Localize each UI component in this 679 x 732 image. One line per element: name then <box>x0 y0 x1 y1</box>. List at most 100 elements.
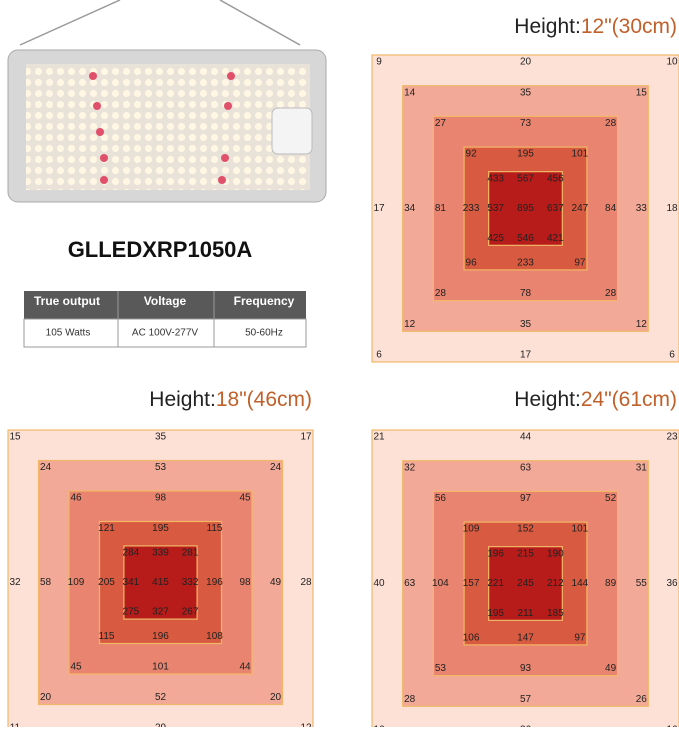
ppfd-value: 34 <box>404 203 416 214</box>
ppfd-value: 24 <box>40 462 52 473</box>
ppfd-value: 12 <box>404 319 416 330</box>
ppfd-value: 195 <box>152 523 169 534</box>
ppfd-value: 29 <box>155 723 167 727</box>
title-height: 18"(46cm) <box>216 388 312 411</box>
ppfd-value: 14 <box>404 87 416 98</box>
ppfd-value: 247 <box>572 203 589 214</box>
ppfd-center: 415 <box>152 577 169 588</box>
ppfd-value: 196 <box>152 631 169 642</box>
ppfd-value: 63 <box>404 578 416 589</box>
ppfd-value: 205 <box>98 577 115 588</box>
ppfd-value: 425 <box>487 233 504 244</box>
ppfd-value: 84 <box>605 203 617 214</box>
ppfd-value: 108 <box>206 631 223 642</box>
ppfd-value: 195 <box>487 608 504 619</box>
ppfd-value: 92 <box>466 149 478 160</box>
ppfd-value: 233 <box>517 258 534 269</box>
ppfd-value: 35 <box>520 87 532 98</box>
ppfd-value: 53 <box>155 462 167 473</box>
title-height: 24"(61cm) <box>581 388 677 411</box>
ppfd-value: 456 <box>547 173 564 184</box>
ppfd-value: 101 <box>572 524 589 535</box>
ppfd-value: 97 <box>574 258 586 269</box>
ppfd-value: 109 <box>463 524 480 535</box>
ppfd-value: 89 <box>605 578 617 589</box>
ppfd-value: 31 <box>636 462 648 473</box>
ppfd-value: 106 <box>463 633 480 644</box>
ppfd-value: 421 <box>547 233 564 244</box>
ppfd-value: 24 <box>270 462 282 473</box>
ppfd-value: 98 <box>239 577 251 588</box>
product-name: GLLEDXRP1050A <box>68 237 253 262</box>
ppfd-map: Height:24"(61cm)214423403616361632633163… <box>371 388 679 732</box>
ppfd-value: 93 <box>520 663 532 674</box>
ppfd-value: 26 <box>636 694 648 705</box>
title-height: 12"(30cm) <box>581 15 677 38</box>
ppfd-value: 341 <box>123 577 140 588</box>
ppfd-value: 11 <box>10 723 21 727</box>
table-cell: 50-60Hz <box>245 328 283 339</box>
ppfd-value: 20 <box>520 57 532 68</box>
ppfd-value: 537 <box>487 203 504 214</box>
ppfd-value: 104 <box>432 578 449 589</box>
ppfd-value: 21 <box>373 432 385 443</box>
ppfd-value: 109 <box>68 577 85 588</box>
ppfd-value: 121 <box>98 523 115 534</box>
title-label: Height: <box>149 388 216 411</box>
ppfd-value: 152 <box>517 524 534 535</box>
ppfd-value: 212 <box>547 578 564 589</box>
ppfd-value: 9 <box>376 57 382 68</box>
ppfd-value: 32 <box>404 462 416 473</box>
ppfd-value: 49 <box>270 577 282 588</box>
ppfd-value: 17 <box>300 432 312 443</box>
ppfd-value: 284 <box>123 548 140 559</box>
ppfd-value: 53 <box>435 663 447 674</box>
ppfd-value: 56 <box>435 493 447 504</box>
ppfd-value: 12 <box>300 723 312 727</box>
ppfd-value: 28 <box>605 288 617 299</box>
ppfd-value: 44 <box>520 432 532 443</box>
ppfd-value: 433 <box>487 173 504 184</box>
ppfd-value: 215 <box>517 548 534 559</box>
ppfd-value: 46 <box>70 493 82 504</box>
ppfd-value: 52 <box>605 493 617 504</box>
map-title: Height:24"(61cm) <box>514 388 677 411</box>
ppfd-value: 35 <box>520 319 532 330</box>
ppfd-value: 12 <box>636 319 648 330</box>
ppfd-value: 196 <box>487 548 504 559</box>
ppfd-center: 895 <box>517 203 534 214</box>
ppfd-value: 49 <box>605 663 617 674</box>
ppfd-value: 546 <box>517 233 534 244</box>
ring <box>123 545 198 620</box>
ppfd-value: 58 <box>40 577 52 588</box>
ppfd-value: 23 <box>666 432 678 443</box>
ppfd-value: 196 <box>206 577 223 588</box>
ppfd-value: 211 <box>518 608 534 619</box>
ppfd-map: Height:12"(30cm) 9 20 10 17 18 6 17 6 14 35 15 34 33 1… <box>371 15 679 363</box>
ppfd-value: 45 <box>239 493 251 504</box>
ppfd-value: 115 <box>207 523 223 534</box>
ppfd-value: 147 <box>517 633 534 644</box>
ppfd-value: 17 <box>373 203 385 214</box>
ppfd-value: 73 <box>520 118 532 129</box>
table-header: Voltage <box>144 294 187 308</box>
ppfd-value: 28 <box>605 118 617 129</box>
map-title: Height:12"(30cm) <box>514 15 677 38</box>
ppfd-value: 101 <box>152 662 169 673</box>
ppfd-value: 17 <box>520 350 532 361</box>
ppfd-value: 18 <box>666 203 678 214</box>
ppfd-value: 115 <box>99 631 115 642</box>
ppfd-value: 63 <box>520 462 532 473</box>
ppfd-map: Height:18"(46cm) 15 35 17 32 28 11 29 12 24 53 24 58… <box>7 388 314 732</box>
ppfd-value: 45 <box>70 662 82 673</box>
table-cell: 105 Watts <box>46 328 91 339</box>
table-header: True output <box>34 294 100 308</box>
spec-table: True output Voltage Frequency 105 Watts … <box>23 291 307 348</box>
ppfd-value: 35 <box>155 432 167 443</box>
ppfd-value: 27 <box>435 118 447 129</box>
ppfd-value: 185 <box>547 608 564 619</box>
ring <box>488 171 563 246</box>
ppfd-value: 97 <box>520 493 532 504</box>
title-label: Height: <box>514 388 581 411</box>
